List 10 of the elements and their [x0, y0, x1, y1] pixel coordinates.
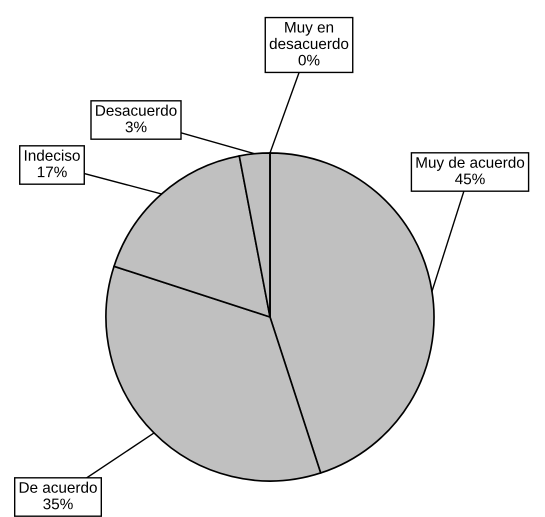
data-label: 45%: [455, 174, 485, 184]
slice-label: De acuerdo: [20, 482, 97, 493]
slice-label: Indeciso: [24, 150, 80, 161]
slice-label: Desacuerdo: [96, 104, 177, 116]
data-label: 3%: [126, 122, 146, 132]
slice-label: Muy de acuerdo: [416, 156, 524, 171]
category-label: Muy en desacuerdo: [270, 22, 348, 50]
data-label: 35%: [43, 498, 73, 510]
text: 0%: [298, 54, 320, 66]
data-label: 17%: [38, 166, 67, 178]
